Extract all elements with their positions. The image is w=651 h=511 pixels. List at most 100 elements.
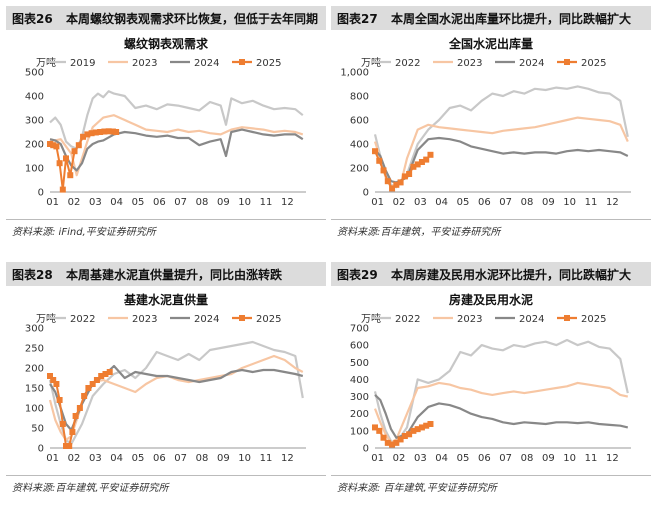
- x-tick-label: 12: [606, 453, 619, 464]
- y-tick-label: 50: [31, 424, 44, 435]
- y-tick-label: 500: [350, 358, 369, 369]
- legend-marker: [239, 315, 245, 321]
- y-tick-label: 400: [350, 140, 369, 151]
- data-point-2025: [59, 421, 66, 427]
- data-point-2025: [71, 148, 78, 155]
- series-line-2023: [373, 381, 629, 444]
- panel-header: 图表28 本周基建水泥直供量提升，同比由涨转跌: [6, 262, 326, 286]
- data-point-2025: [418, 424, 425, 431]
- y-tick-label: 0: [363, 444, 369, 455]
- data-point-2025: [72, 413, 79, 419]
- y-tick-label: 250: [25, 344, 44, 355]
- data-point-2025: [406, 171, 413, 177]
- data-point-2025: [427, 421, 434, 427]
- data-point-2025: [384, 178, 391, 185]
- y-tick-label: 400: [25, 92, 44, 103]
- data-point-2025: [106, 369, 113, 375]
- data-point-2025: [372, 424, 378, 431]
- legend-label: 2024: [519, 58, 544, 69]
- data-point-2025: [418, 159, 425, 165]
- x-tick-label: 08: [521, 453, 534, 464]
- legend-label: 2024: [519, 314, 544, 325]
- data-point-2025: [423, 156, 430, 163]
- chart-title: 螺纹钢表观需求: [124, 36, 209, 51]
- data-point-2025: [397, 179, 404, 186]
- legend-label: 2019: [70, 58, 95, 69]
- x-tick-label: 03: [89, 197, 102, 208]
- series-line-2023: [48, 354, 304, 442]
- x-tick-label: 11: [585, 197, 598, 208]
- data-point-2025: [423, 422, 430, 429]
- data-point-2025: [84, 131, 91, 138]
- data-point-2025: [76, 405, 83, 411]
- series-line-2022: [373, 338, 629, 444]
- x-tick-label: 12: [606, 197, 619, 208]
- legend-label: 2024: [194, 314, 219, 325]
- data-point-2025: [66, 443, 73, 449]
- chart-panel-2: 图表27 本周全国水泥出库量环比提升，同比跌幅扩大 全国水泥出库量 万吨 2022 2…: [331, 6, 651, 255]
- x-tick-label: 10: [563, 453, 576, 464]
- data-point-2025: [50, 377, 57, 383]
- divider: [331, 219, 651, 220]
- figure-number: 图表27: [337, 12, 378, 26]
- x-tick-label: 11: [260, 453, 273, 464]
- divider: [6, 475, 326, 476]
- chart-title: 基建水泥直供量: [123, 292, 208, 307]
- x-tick-label: 09: [217, 453, 230, 464]
- panel-header: 图表27 本周全国水泥出库量环比提升，同比跌幅扩大: [331, 6, 651, 30]
- x-tick-label: 06: [153, 453, 166, 464]
- data-point-2025: [63, 443, 69, 449]
- chart-panel-4: 图表29 本周房建及民用水泥环比提升，同比跌幅扩大 房建及民用水泥 万吨 2022 2…: [331, 262, 651, 511]
- x-tick-label: 05: [457, 453, 470, 464]
- data-point-2025: [47, 373, 53, 379]
- data-point-2025: [393, 181, 400, 188]
- x-tick-label: 04: [435, 197, 448, 208]
- x-tick-label: 02: [68, 453, 81, 464]
- x-tick-label: 10: [563, 197, 576, 208]
- data-point-2025: [109, 128, 116, 135]
- data-point-2025: [380, 434, 387, 441]
- data-point-2025: [410, 163, 417, 170]
- data-point-2025: [75, 142, 82, 149]
- x-tick-label: 08: [521, 197, 534, 208]
- x-tick-label: 09: [217, 197, 230, 208]
- legend-label: 2022: [395, 58, 420, 69]
- y-tick-label: 600: [350, 116, 369, 127]
- x-tick-label: 07: [499, 197, 512, 208]
- legend-label: 2023: [457, 314, 482, 325]
- x-tick-label: 05: [457, 197, 470, 208]
- y-tick-label: 200: [25, 140, 44, 151]
- x-tick-label: 11: [585, 453, 598, 464]
- figure-title: 本周全国水泥出库量环比提升，同比跌幅扩大: [391, 12, 632, 26]
- data-point-2025: [414, 426, 421, 433]
- data-point-2025: [56, 160, 63, 167]
- data-point-2025: [414, 161, 421, 168]
- x-tick-label: 03: [414, 197, 427, 208]
- x-tick-label: 02: [68, 197, 81, 208]
- x-tick-label: 04: [435, 453, 448, 464]
- data-point-2025: [410, 427, 417, 434]
- data-point-2025: [397, 436, 404, 443]
- x-tick-label: 01: [46, 453, 59, 464]
- data-point-2025: [88, 130, 95, 137]
- legend-label: 2023: [457, 58, 482, 69]
- legend-label: 2022: [70, 314, 95, 325]
- divider: [6, 219, 326, 220]
- panel-header: 图表26 本周螺纹钢表观需求环比恢复，但低于去年同期: [6, 6, 326, 30]
- x-tick-label: 03: [89, 453, 102, 464]
- x-tick-label: 12: [281, 453, 294, 464]
- source-note: 资料来源:百年建筑，平安证券研究所: [337, 227, 501, 238]
- x-tick-label: 07: [174, 197, 187, 208]
- legend-marker: [564, 59, 570, 65]
- data-point-2025: [69, 429, 76, 435]
- data-point-2025: [389, 185, 396, 192]
- x-tick-label: 06: [478, 453, 491, 464]
- data-point-2025: [47, 141, 53, 147]
- panel-header: 图表29 本周房建及民用水泥环比提升，同比跌幅扩大: [331, 262, 651, 286]
- series-line-2024: [49, 364, 304, 432]
- y-tick-label: 0: [38, 188, 44, 199]
- y-tick-label: 100: [25, 404, 44, 415]
- figure-number: 图表28: [12, 268, 53, 282]
